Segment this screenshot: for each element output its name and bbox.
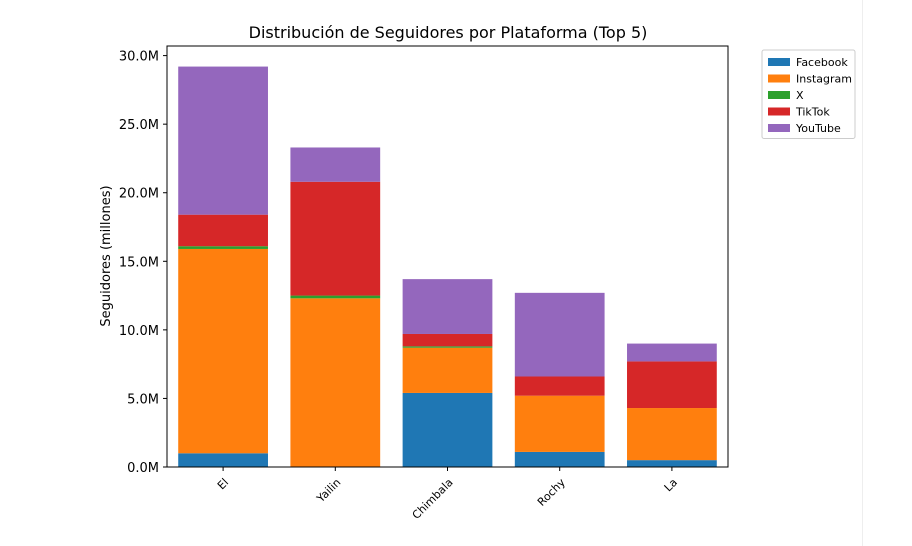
bar-segment-tiktok-el <box>178 214 268 247</box>
legend-swatch-facebook <box>768 58 790 66</box>
bar-segment-facebook-el <box>178 453 268 467</box>
bar-segment-tiktok-chimbala <box>402 333 493 347</box>
bar-segment-tiktok-yailin <box>290 181 381 296</box>
x-tick-label: El <box>215 476 231 492</box>
bar-segment-instagram-chimbala <box>402 347 493 393</box>
chart-title: Distribución de Seguidores por Plataform… <box>249 23 648 42</box>
bar-segment-youtube-el <box>178 66 268 215</box>
legend: Facebook Instagram X TikTok YouTube <box>761 49 856 139</box>
legend-swatch-tiktok <box>768 107 790 116</box>
bar-segment-youtube-yailin <box>290 147 381 182</box>
bar-segment-facebook-chimbala <box>402 392 493 467</box>
bar-segment-x-yailin <box>290 295 381 299</box>
bar-segment-instagram-el <box>178 248 268 454</box>
bar-segment-tiktok-la <box>627 361 717 409</box>
bar-segment-youtube-rochy <box>514 292 605 377</box>
legend-swatch-x <box>768 91 790 99</box>
x-tick-label: La <box>662 476 680 494</box>
legend-box <box>761 49 856 139</box>
legend-label-facebook: Facebook <box>796 56 848 69</box>
legend-swatch-instagram <box>768 74 790 83</box>
bar-segment-x-chimbala <box>402 346 493 348</box>
y-tick-label: 25.0M <box>119 118 159 133</box>
bar-segment-x-el <box>178 246 268 249</box>
x-tick-label: Chimbala <box>410 476 456 522</box>
frame-edge <box>862 0 863 546</box>
bar-segment-tiktok-rochy <box>514 376 605 396</box>
bar-segment-instagram-rochy <box>514 395 605 452</box>
x-tick-label: Yailin <box>314 476 344 506</box>
y-tick-label: 20.0M <box>119 187 159 202</box>
legend-label-tiktok: TikTok <box>795 106 830 119</box>
bar-segment-instagram-la <box>627 408 717 461</box>
legend-label-x: X <box>796 89 804 102</box>
y-axis-label: Seguidores (millones) <box>99 185 114 326</box>
legend-label-youtube: YouTube <box>795 122 841 135</box>
y-tick-label: 0.0M <box>127 461 159 476</box>
bar-segment-youtube-la <box>627 343 717 362</box>
x-tick-label: Rochy <box>535 476 568 509</box>
legend-swatch-youtube <box>768 124 790 132</box>
bar-segment-facebook-rochy <box>514 451 605 467</box>
legend-label-instagram: Instagram <box>796 73 852 86</box>
y-tick-label: 30.0M <box>119 50 159 65</box>
bars-group <box>178 66 717 467</box>
y-tick-label: 5.0M <box>127 392 159 407</box>
bar-segment-facebook-la <box>627 460 717 467</box>
bar-segment-instagram-yailin <box>290 298 381 467</box>
y-tick-label: 10.0M <box>119 324 159 339</box>
bar-segment-youtube-chimbala <box>402 279 493 334</box>
y-tick-label: 15.0M <box>119 255 159 270</box>
